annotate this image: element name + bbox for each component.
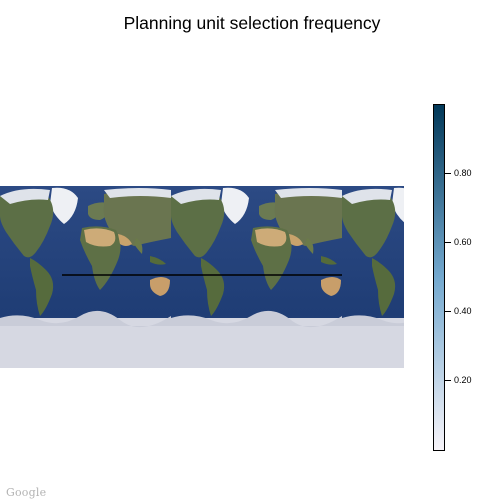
legend-tick [445, 379, 451, 381]
legend-tick [445, 310, 451, 312]
plot-title: Planning unit selection frequency [123, 13, 381, 33]
google-logo[interactable]: Google [6, 486, 47, 499]
color-scale-bar [433, 104, 445, 451]
world-map[interactable] [0, 186, 404, 368]
legend-tick-label: 0.60 [454, 237, 472, 247]
legend-tick [445, 172, 451, 174]
legend-tick-label: 0.80 [454, 168, 472, 178]
legend-tick [445, 241, 451, 243]
legend-tick-label: 0.20 [454, 375, 472, 385]
legend-tick-label: 0.40 [454, 306, 472, 316]
